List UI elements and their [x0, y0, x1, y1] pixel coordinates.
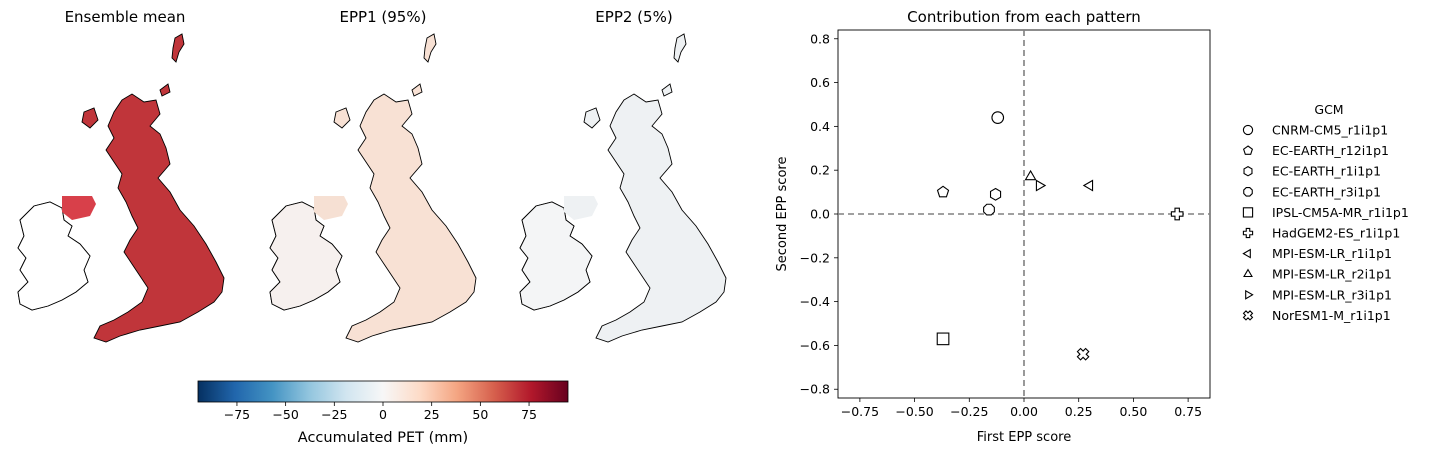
- y-tick-label: −0.8: [800, 382, 830, 397]
- legend-marker: [1242, 207, 1254, 218]
- legend-marker: [1242, 145, 1254, 155]
- point-IPSL-CM5A-MR_r1i1p1: [936, 332, 950, 346]
- x-tick-label: 0.00: [1010, 404, 1038, 419]
- ireland-shape: [17, 201, 91, 311]
- colorbar-tick-label: 75: [521, 407, 537, 422]
- y-tick-label: 0.6: [810, 75, 830, 90]
- y-tick-label: 0.2: [810, 163, 830, 178]
- x-tick-label: 0.50: [1119, 404, 1147, 419]
- legend-entry: MPI-ESM-LR_r1i1p1: [1242, 246, 1392, 261]
- legend-marker: [1242, 310, 1254, 321]
- legend-label: MPI-ESM-LR_r1i1p1: [1272, 246, 1392, 261]
- x-tick-label: 0.75: [1174, 404, 1202, 419]
- y-tick-label: −0.6: [800, 338, 830, 353]
- map-title-3: EPP2 (5%): [595, 8, 672, 26]
- point-MPI-ESM-LR_r2i1p1: [1024, 169, 1037, 181]
- northern-ireland-shape: [62, 196, 96, 220]
- legend-entry: EC-EARTH_r1i1p1: [1243, 164, 1381, 179]
- ireland-shape: [269, 201, 343, 311]
- map-title-2: EPP1 (95%): [340, 8, 427, 26]
- map-panel-3: EPP2 (5%): [519, 8, 727, 343]
- colorbar-label: Accumulated PET (mm): [298, 430, 468, 446]
- legend-entry: HadGEM2-ES_r1i1p1: [1242, 226, 1400, 241]
- y-tick-label: −0.4: [800, 294, 830, 309]
- point-MPI-ESM-LR_r3i1p1: [1035, 179, 1047, 192]
- point-EC-EARTH_r12i1p1: [936, 185, 950, 198]
- y-tick-label: 0.8: [810, 31, 830, 46]
- scatter-points: [936, 111, 1184, 361]
- x-marker-shape: [1242, 310, 1254, 321]
- legend-label: IPSL-CM5A-MR_r1i1p1: [1272, 205, 1409, 220]
- legend-entry: EC-EARTH_r3i1p1: [1243, 184, 1381, 199]
- legend-label: EC-EARTH_r1i1p1: [1272, 164, 1381, 179]
- point-HadGEM2-ES_r1i1p1: [1170, 207, 1184, 221]
- legend-label: CNRM-CM5_r1i1p1: [1272, 123, 1388, 138]
- legend-marker: [1243, 187, 1253, 197]
- legend-entry: MPI-ESM-LR_r3i1p1: [1245, 287, 1392, 302]
- scatter-panel: Contribution from each pattern −0.75 −0.50…: [775, 8, 1211, 445]
- map-panel-1: Ensemble mean: [17, 8, 225, 343]
- x-axis-label: First EPP score: [977, 430, 1071, 445]
- legend-entry: IPSL-CM5A-MR_r1i1p1: [1242, 205, 1409, 220]
- x-marker-shape: [1076, 347, 1090, 361]
- y-tick-label: 0.4: [810, 119, 830, 134]
- point-EC-EARTH_r1i1p1: [989, 187, 1002, 201]
- colorbar-tick-label: 0: [379, 407, 387, 422]
- colorbar-tick-label: 50: [472, 407, 488, 422]
- colorbar: −75 −50 −25 0 25 50 75 Accumulated PET (mm): [197, 380, 569, 446]
- y-tick-label: −0.2: [800, 250, 830, 265]
- x-tick-label: 0.25: [1065, 404, 1093, 419]
- ireland-overlay-2: [269, 196, 348, 311]
- legend-marker: [1243, 268, 1253, 278]
- point-CNRM-CM5_r1i1p1: [991, 111, 1005, 124]
- legend-marker: [1245, 289, 1254, 300]
- legend-entry: EC-EARTH_r12i1p1: [1242, 143, 1389, 158]
- legend-label: MPI-ESM-LR_r3i1p1: [1272, 287, 1392, 302]
- x-tick-label: −0.25: [950, 404, 988, 419]
- northern-ireland-shape: [564, 196, 598, 220]
- x-tick-label: −0.50: [895, 404, 933, 419]
- legend-entry: MPI-ESM-LR_r2i1p1: [1243, 267, 1392, 282]
- legend-label: EC-EARTH_r12i1p1: [1272, 143, 1389, 158]
- legend-label: MPI-ESM-LR_r2i1p1: [1272, 267, 1392, 282]
- colorbar-tick-label: −75: [224, 407, 250, 422]
- y-axis-label: Second EPP score: [775, 157, 790, 272]
- map-title-1: Ensemble mean: [65, 8, 186, 26]
- point-EC-EARTH_r3i1p1: [983, 203, 995, 216]
- legend: GCM CNRM-CM5_r1i1p1 EC-EARTH_r12i1p1 EC-EAR…: [1242, 102, 1409, 323]
- legend-marker: [1242, 124, 1254, 136]
- legend-entry: NorESM1-M_r1i1p1: [1242, 308, 1391, 323]
- legend-label: NorESM1-M_r1i1p1: [1272, 308, 1391, 323]
- legend-marker: [1242, 227, 1254, 239]
- x-tick-label: −0.75: [841, 404, 879, 419]
- legend-label: HadGEM2-ES_r1i1p1: [1272, 226, 1400, 241]
- ireland-shape: [519, 201, 593, 311]
- map-panels: Ensemble mean EPP1 (95%) EPP2 (5%): [17, 8, 727, 343]
- legend-label: EC-EARTH_r3i1p1: [1272, 184, 1381, 199]
- legend-title: GCM: [1314, 102, 1343, 117]
- point-MPI-ESM-LR_r1i1p1: [1082, 179, 1094, 192]
- colorbar-tick-label: 25: [424, 407, 440, 422]
- colorbar-tick-label: −50: [272, 407, 298, 422]
- legend-marker: [1243, 165, 1253, 177]
- colorbar-gradient: [197, 380, 569, 403]
- legend-marker: [1242, 248, 1251, 259]
- y-tick-label: 0.0: [810, 207, 830, 222]
- chart-title: Contribution from each pattern: [907, 8, 1141, 26]
- northern-ireland-shape: [314, 196, 348, 220]
- point-NorESM1-M_r1i1p1: [1076, 347, 1090, 361]
- legend-entry: CNRM-CM5_r1i1p1: [1242, 123, 1388, 138]
- ireland-overlay-3: [519, 196, 598, 311]
- ireland-overlay-1: [17, 196, 96, 311]
- map-panel-2: EPP1 (95%): [269, 8, 477, 343]
- colorbar-tick-label: −25: [321, 407, 347, 422]
